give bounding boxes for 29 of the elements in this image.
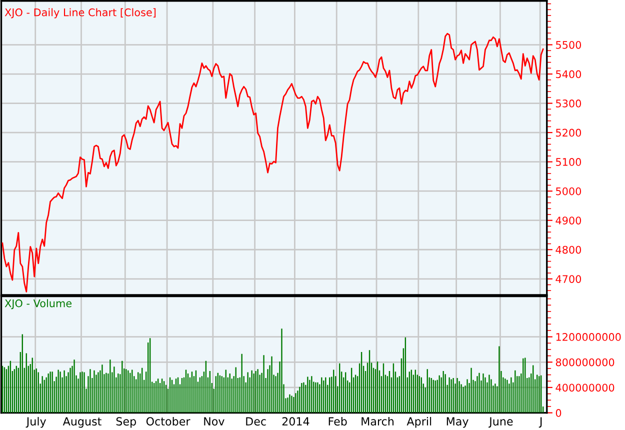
line-series (2, 32, 544, 292)
x-tick-label: August (62, 417, 102, 428)
x-tick-label: Feb (328, 416, 347, 426)
text: XJO - Daily Line Chart [Close] (4, 8, 156, 18)
x-tick-label: July (26, 416, 46, 428)
x-tick-label: June (488, 417, 513, 428)
x-tick-label: March (362, 416, 394, 426)
x-tick-label: Dec (246, 417, 266, 426)
y-tick-label: 400000000 (556, 384, 614, 392)
x-tick-label: October (146, 416, 190, 426)
y-tick-label: 5300 (556, 100, 582, 108)
y-tick-label: 5000 (556, 187, 582, 196)
x-tick-label: Sep (116, 417, 136, 428)
y-tick-label: 5500 (556, 40, 582, 49)
x-tick-label: April (406, 416, 432, 428)
x-tick-label: Nov (204, 417, 224, 426)
chart-title: XJO - Volume (4, 299, 72, 310)
y-tick-label: 800000000 (556, 358, 614, 366)
y-tick-label: 0 (556, 409, 562, 417)
y-tick-label: 5400 (556, 70, 582, 78)
x-tick-label: J (538, 417, 542, 428)
y-tick-label: 4700 (556, 275, 582, 283)
x-tick-label: 2014 (282, 417, 310, 426)
y-tick-label: 4800 (556, 246, 582, 254)
x-tick-label: May (446, 417, 468, 428)
y-tick-label: 1200000000 (556, 333, 621, 341)
y-tick-label: 5100 (556, 158, 582, 166)
y-tick-label: 4900 (556, 216, 582, 224)
y-tick-label: 5200 (556, 128, 582, 137)
